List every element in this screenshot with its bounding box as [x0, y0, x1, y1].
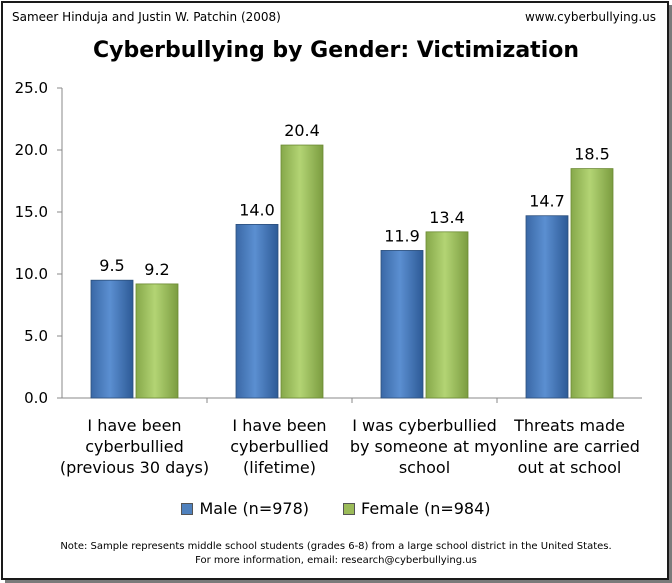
legend-swatch-female [343, 502, 356, 515]
credit-website: www.cyberbullying.us [524, 10, 656, 24]
bar-male [380, 250, 424, 399]
category-label: school [399, 458, 450, 477]
credit-authors: Sameer Hinduja and Justin W. Patchin (20… [12, 10, 281, 24]
category-label: Threats made [513, 416, 625, 435]
y-tick-label: 20.0 [15, 141, 48, 159]
footnote: Note: Sample represents middle school st… [0, 540, 672, 568]
data-label-male: 14.7 [529, 192, 565, 211]
footnote-line-1: Note: Sample represents middle school st… [60, 541, 612, 552]
bar-male [525, 215, 569, 399]
category-label: (lifetime) [243, 458, 316, 477]
y-tick-label: 0.0 [24, 389, 48, 407]
category-label: I was cyberbullied [352, 416, 497, 435]
category-label: out at school [518, 458, 622, 477]
category-label: I have been [232, 416, 326, 435]
chart-title: Cyberbullying by Gender: Victimization [92, 38, 580, 63]
category-label: cyberbullied [85, 437, 183, 456]
data-label-female: 20.4 [284, 121, 320, 140]
data-label-female: 18.5 [574, 145, 610, 164]
legend-label-female: Female (n=984) [361, 499, 491, 518]
category-label: (previous 30 days) [60, 458, 209, 477]
y-tick-label: 25.0 [15, 79, 48, 97]
bar-male [90, 279, 134, 399]
y-tick-label: 5.0 [24, 327, 48, 345]
legend-label-male: Male (n=978) [199, 499, 310, 518]
chart-legend: Male (n=978) Female (n=984) [0, 499, 672, 518]
category-label: I have been [87, 416, 181, 435]
data-label-male: 14.0 [239, 200, 275, 219]
y-tick-label: 15.0 [15, 203, 48, 221]
bar-female [425, 231, 469, 399]
category-label: cyberbullied [230, 437, 328, 456]
data-label-male: 9.5 [99, 256, 124, 275]
data-label-male: 11.9 [384, 226, 420, 245]
legend-swatch-male [181, 502, 194, 515]
legend-item-female: Female (n=984) [343, 499, 491, 518]
bar-female [570, 168, 614, 399]
data-label-female: 9.2 [144, 260, 169, 279]
bar-male [235, 223, 279, 399]
category-label: by someone at my [350, 437, 499, 456]
category-label: online are carried [499, 437, 640, 456]
data-label-female: 13.4 [429, 208, 465, 227]
legend-item-male: Male (n=978) [181, 499, 309, 518]
bar-female [135, 283, 179, 399]
footnote-line-2: For more information, email: research@cy… [195, 555, 477, 566]
bar-female [280, 144, 324, 399]
y-tick-label: 10.0 [15, 265, 48, 283]
